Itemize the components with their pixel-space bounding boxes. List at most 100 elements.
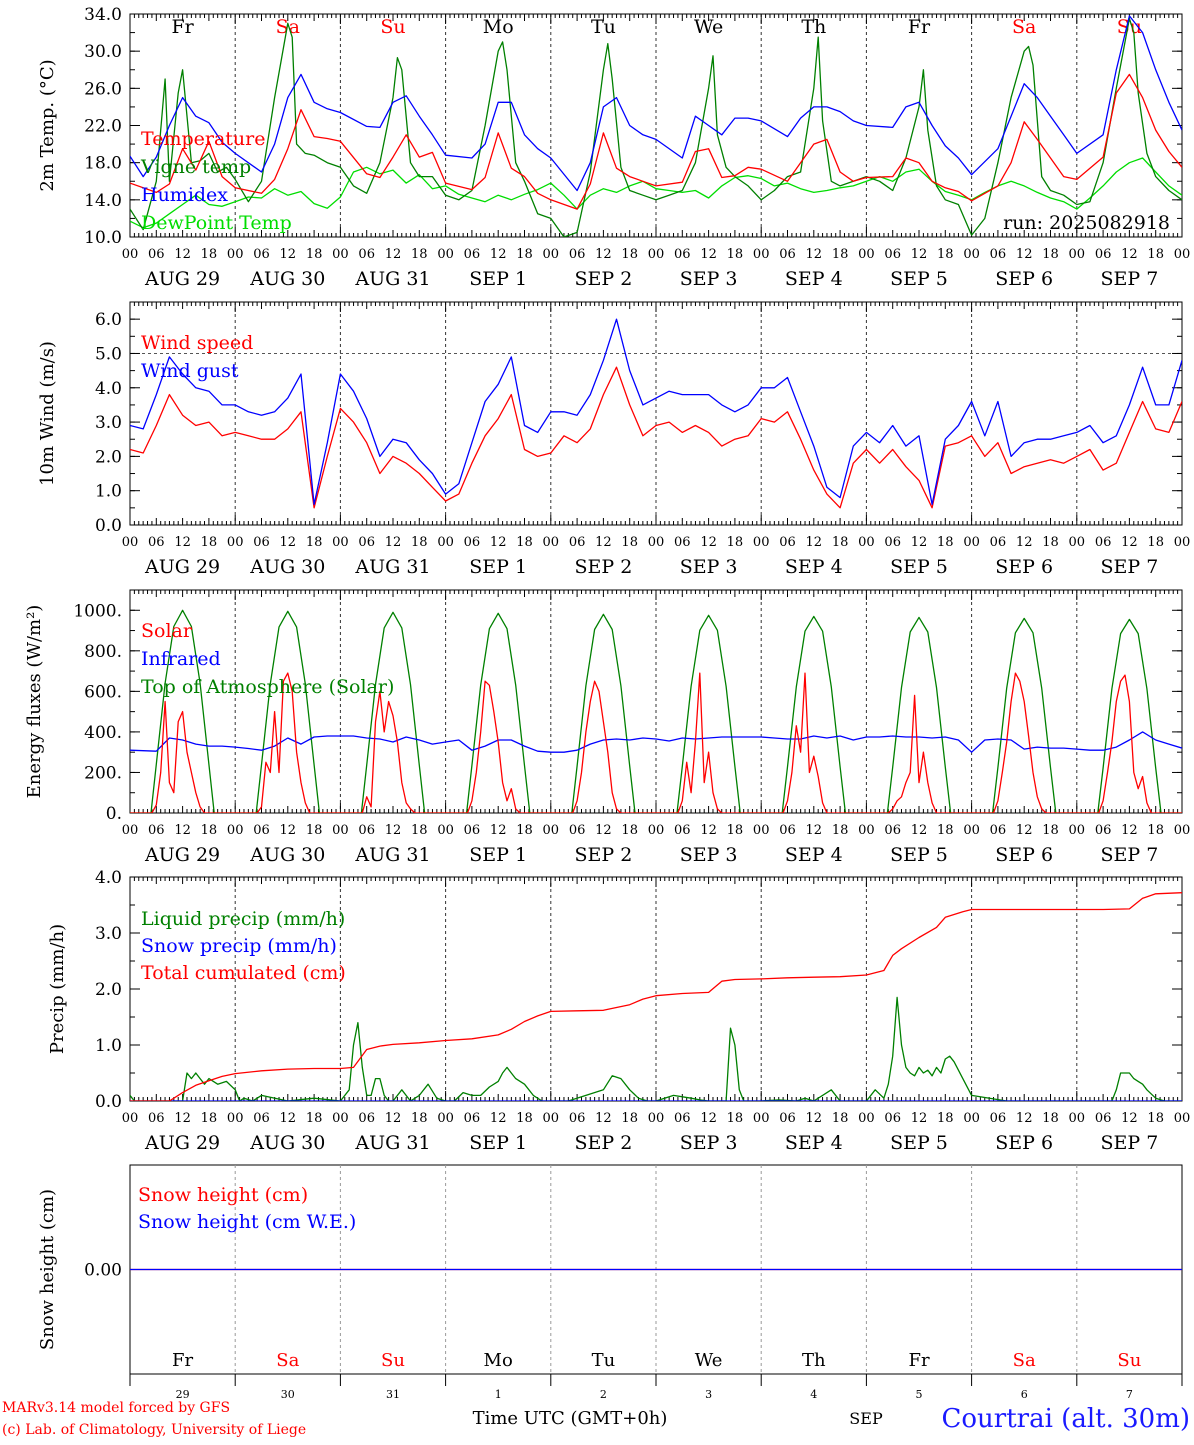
date-label: SEP 1 <box>469 268 527 290</box>
plot-frame <box>129 13 1183 238</box>
hour-label: 18 <box>937 535 954 550</box>
legend-entry: Snow height (cm) <box>138 1184 308 1206</box>
hour-label: 12 <box>700 823 717 838</box>
hour-label: 18 <box>411 823 428 838</box>
hour-label: 18 <box>201 247 218 262</box>
hour-label: 12 <box>911 247 928 262</box>
hour-label: 12 <box>385 1111 402 1126</box>
hour-label: 18 <box>937 1111 954 1126</box>
hour-label: 06 <box>1095 823 1112 838</box>
date-label: AUG 31 <box>354 844 430 866</box>
hour-label: 06 <box>990 823 1007 838</box>
hour-label: 12 <box>280 247 297 262</box>
hour-label: 06 <box>253 247 270 262</box>
y-tick-label: 0. <box>106 804 122 824</box>
hour-label: 12 <box>595 535 612 550</box>
hour-label: 00 <box>963 247 980 262</box>
y-tick-label: 4.0 <box>95 868 122 888</box>
y-tick-label: 14.0 <box>84 191 122 211</box>
y-tick-label: 22.0 <box>84 117 122 137</box>
hour-label: 18 <box>201 535 218 550</box>
legend-entry: Snow precip (mm/h) <box>141 935 337 957</box>
hour-label: 12 <box>806 1111 823 1126</box>
hour-label: 12 <box>700 247 717 262</box>
weekday-label: Fr <box>171 16 194 38</box>
hour-label: 18 <box>832 247 849 262</box>
hour-label: 12 <box>806 247 823 262</box>
hour-label: 18 <box>621 247 638 262</box>
date-label: AUG 29 <box>144 556 220 578</box>
hour-label: 00 <box>753 535 770 550</box>
date-label: AUG 30 <box>249 268 325 290</box>
y-tick-label: 26.0 <box>84 79 122 99</box>
hour-label: 12 <box>174 247 191 262</box>
day-number: 29 <box>176 1388 190 1401</box>
hour-label: 00 <box>858 1111 875 1126</box>
hour-label: 06 <box>358 247 375 262</box>
weekday-label: Tu <box>591 16 616 38</box>
hour-label: 18 <box>937 823 954 838</box>
hour-label: 06 <box>569 1111 586 1126</box>
hour-label: 12 <box>385 535 402 550</box>
hour-label: 18 <box>516 823 533 838</box>
copyright-credit: (c) Lab. of Climatology, University of L… <box>2 1422 306 1438</box>
weekday-label: Tu <box>592 1350 616 1371</box>
hour-label: 06 <box>884 535 901 550</box>
hour-label: 18 <box>201 1111 218 1126</box>
date-label: SEP 3 <box>680 268 738 290</box>
hour-label: 06 <box>464 823 481 838</box>
weekday-label: Sa <box>276 1350 299 1371</box>
hour-label: 12 <box>1016 247 1033 262</box>
month-label: SEP <box>849 1409 883 1428</box>
hour-label: 00 <box>648 823 665 838</box>
hour-label: 00 <box>227 1111 244 1126</box>
hour-label: 06 <box>779 1111 796 1126</box>
weekday-label: Fr <box>908 1350 929 1371</box>
hour-label: 00 <box>858 247 875 262</box>
run-annotation: run: 2025082918 <box>1003 212 1170 234</box>
legend-entry: Vigne temp <box>140 156 251 178</box>
date-label: SEP 4 <box>785 268 843 290</box>
hour-label: 06 <box>674 1111 691 1126</box>
hour-label: 06 <box>884 247 901 262</box>
hour-label: 00 <box>1069 247 1086 262</box>
series-line-solar <box>130 672 1182 813</box>
hour-label: 18 <box>832 535 849 550</box>
hour-label: 18 <box>727 823 744 838</box>
y-tick-label: 6.0 <box>95 310 122 330</box>
weekday-label: Su <box>381 1350 405 1371</box>
weekday-label: Su <box>380 16 405 38</box>
y-tick-label: 4.0 <box>95 379 122 399</box>
hour-label: 00 <box>122 247 139 262</box>
x-axis-label: Time UTC (GMT+0h) <box>473 1408 668 1429</box>
date-label: SEP 7 <box>1100 1132 1158 1154</box>
hour-label: 18 <box>1147 247 1164 262</box>
hour-label: 00 <box>1174 1111 1191 1126</box>
y-tick-label: 2.0 <box>95 980 122 1000</box>
series-group <box>130 15 1182 237</box>
hour-label: 12 <box>911 1111 928 1126</box>
date-label: SEP 7 <box>1100 556 1158 578</box>
date-label: SEP 5 <box>890 1132 948 1154</box>
date-label: SEP 1 <box>469 844 527 866</box>
legend-entry: Wind speed <box>141 332 253 354</box>
hour-label: 12 <box>595 823 612 838</box>
hour-label: 06 <box>779 535 796 550</box>
hour-label: 18 <box>201 823 218 838</box>
legend-entry: Liquid precip (mm/h) <box>141 908 345 930</box>
hour-label: 00 <box>753 247 770 262</box>
legend-entry: Humidex <box>141 184 228 206</box>
hour-label: 06 <box>253 535 270 550</box>
series-line-liquid-precip-mm-h <box>130 996 1182 1101</box>
legend-entry: Top of Atmosphere (Solar) <box>141 676 394 698</box>
hour-label: 00 <box>227 535 244 550</box>
hour-label: 00 <box>543 823 560 838</box>
legend-entry: Snow height (cm W.E.) <box>138 1211 356 1233</box>
hour-label: 18 <box>306 535 323 550</box>
hour-label: 12 <box>1121 247 1138 262</box>
plot-frame <box>129 301 1183 526</box>
date-label: SEP 2 <box>574 1132 632 1154</box>
hour-label: 06 <box>1095 247 1112 262</box>
y-tick-label: 10.0 <box>84 228 122 248</box>
